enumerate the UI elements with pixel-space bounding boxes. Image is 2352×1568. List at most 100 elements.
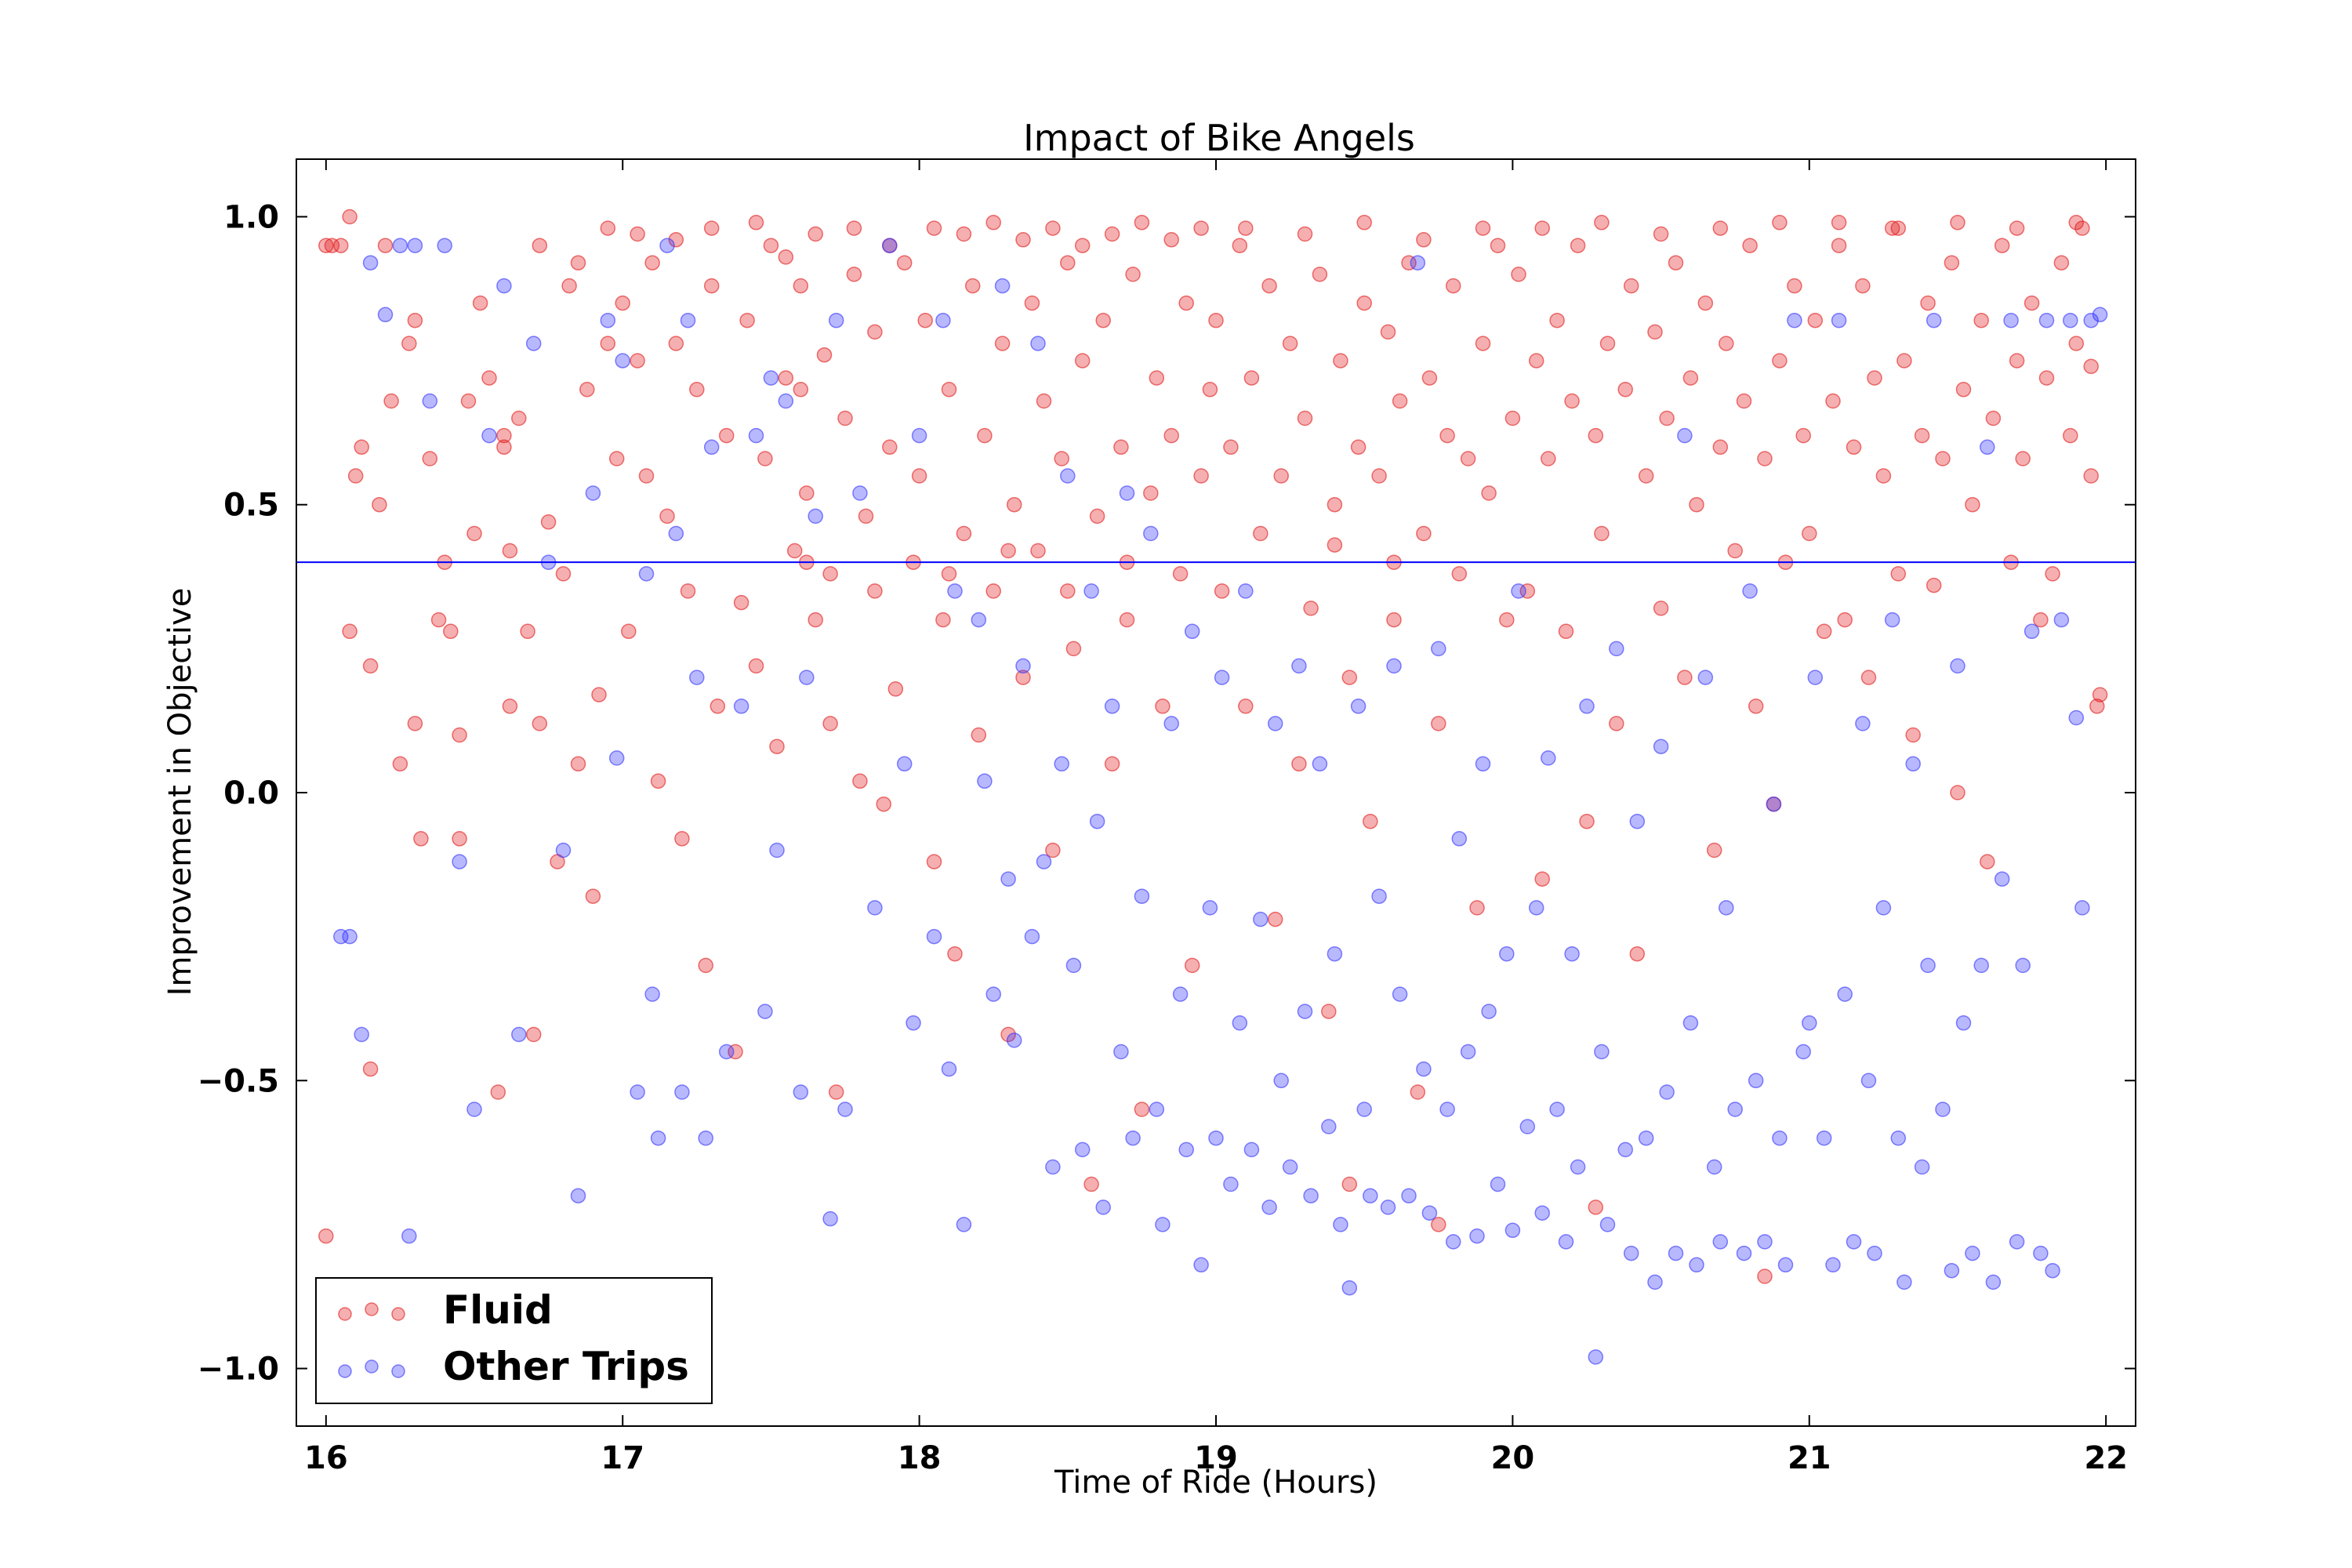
legend-marker — [338, 1307, 352, 1321]
data-point — [1831, 238, 1847, 253]
data-point — [808, 508, 823, 524]
data-point — [1401, 255, 1417, 270]
data-point — [615, 353, 630, 368]
data-point — [511, 410, 527, 426]
chart-title: Impact of Bike Angels — [1023, 117, 1415, 159]
y-tick-label: 1.0 — [223, 199, 279, 235]
data-point — [703, 278, 720, 294]
x-tick-label: 19 — [1194, 1440, 1238, 1476]
data-point — [748, 427, 764, 444]
data-point — [1890, 220, 1907, 236]
data-point — [1000, 871, 1016, 887]
data-point — [1802, 525, 1817, 542]
data-point — [994, 278, 1011, 294]
data-point — [1920, 957, 1936, 974]
data-point — [1831, 215, 1847, 230]
data-point — [1629, 813, 1646, 829]
data-point — [1736, 393, 1752, 409]
data-point — [1341, 1279, 1358, 1296]
data-point — [703, 220, 720, 236]
data-point — [1594, 1044, 1610, 1060]
data-point — [1511, 267, 1526, 282]
data-point — [452, 831, 467, 847]
data-point — [1431, 1217, 1446, 1232]
data-point — [867, 324, 883, 340]
data-point — [1890, 1130, 1907, 1146]
data-point — [1727, 1102, 1743, 1117]
data-point — [1677, 670, 1693, 685]
data-point — [490, 1084, 506, 1100]
data-point — [407, 312, 423, 328]
data-point — [1985, 1274, 2002, 1290]
data-point — [1802, 1015, 1817, 1031]
data-point — [1905, 756, 1921, 772]
legend-marker — [391, 1307, 405, 1321]
data-point — [1944, 255, 1960, 270]
data-point — [926, 928, 942, 945]
data-point — [1719, 336, 1734, 351]
data-point — [739, 312, 755, 328]
data-point — [422, 393, 438, 409]
data-point — [1356, 295, 1372, 311]
data-point — [1950, 658, 1965, 674]
data-point — [2083, 358, 2099, 375]
data-point — [668, 336, 684, 351]
data-point — [1558, 1234, 1574, 1250]
data-point — [2045, 1262, 2060, 1279]
data-point — [1321, 1004, 1337, 1019]
data-point — [689, 382, 705, 397]
data-point — [1549, 312, 1565, 328]
data-point — [896, 756, 913, 772]
data-point — [1006, 496, 1022, 513]
data-point — [1748, 699, 1764, 714]
data-point — [1757, 1234, 1773, 1250]
data-point — [793, 278, 809, 294]
data-point — [443, 623, 459, 640]
data-point — [630, 226, 645, 242]
data-point — [1475, 756, 1491, 772]
data-point — [1980, 439, 1995, 456]
data-point — [674, 1084, 690, 1100]
data-point — [570, 255, 586, 270]
data-point — [1519, 1119, 1536, 1134]
data-point — [956, 226, 972, 242]
data-point — [748, 215, 764, 230]
data-point — [1282, 336, 1298, 351]
data-point — [846, 267, 862, 282]
data-point — [532, 716, 548, 731]
data-point — [540, 514, 557, 530]
data-point — [638, 468, 655, 484]
data-point — [1439, 427, 1455, 444]
series-1 — [333, 238, 2108, 1365]
data-point — [977, 773, 993, 789]
data-point — [570, 756, 586, 772]
data-point — [786, 543, 803, 559]
data-point — [1015, 232, 1031, 248]
data-point — [1143, 485, 1159, 501]
legend-marker — [365, 1302, 379, 1316]
data-point — [1825, 393, 1841, 409]
data-point — [926, 854, 942, 869]
data-point — [680, 312, 696, 328]
data-point — [1787, 278, 1802, 294]
data-point — [1668, 1245, 1684, 1261]
data-point — [1831, 312, 1847, 328]
data-point — [1558, 623, 1574, 640]
data-point — [1074, 238, 1091, 253]
data-point — [733, 699, 750, 714]
data-point — [1163, 716, 1179, 731]
data-point — [1119, 485, 1135, 501]
data-point — [935, 312, 951, 328]
data-point — [876, 796, 891, 812]
data-point — [1178, 1142, 1194, 1158]
data-point — [555, 566, 572, 582]
data-point — [808, 226, 823, 242]
data-point — [600, 336, 616, 351]
data-point — [1208, 1130, 1224, 1146]
data-point — [2045, 566, 2060, 582]
data-point — [525, 336, 542, 351]
data-point — [1232, 238, 1248, 253]
data-point — [1125, 1130, 1141, 1146]
data-point — [1860, 670, 1877, 685]
data-point — [2053, 255, 2070, 270]
